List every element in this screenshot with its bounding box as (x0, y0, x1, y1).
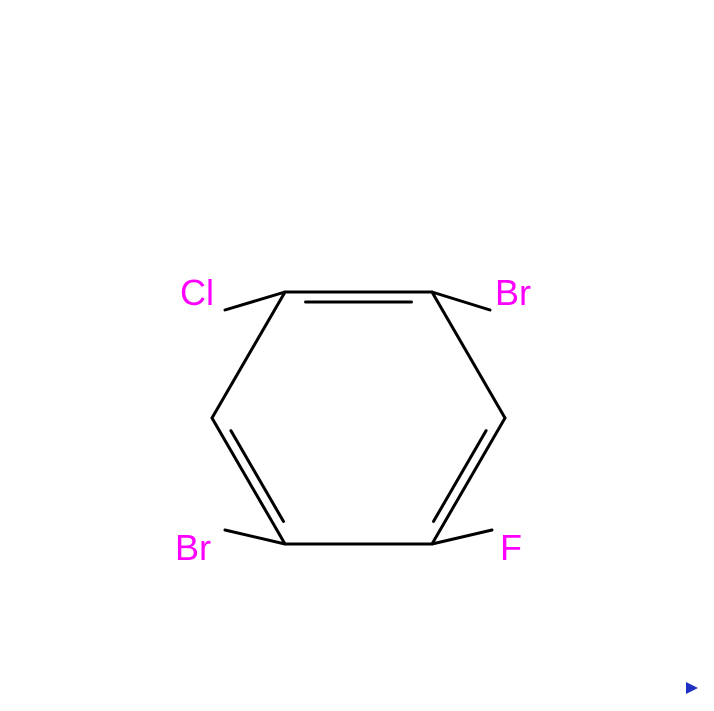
atom-labels: Cl Br F Br (175, 272, 531, 568)
br-label: Br (175, 527, 211, 568)
corner-marker (686, 682, 698, 694)
f-label: F (500, 527, 522, 568)
play-marker-icon (686, 682, 698, 694)
br-label: Br (495, 272, 531, 313)
substituent-bonds (225, 292, 492, 544)
molecule-canvas: Cl Br F Br (0, 0, 714, 711)
cl-label: Cl (180, 272, 214, 313)
bonds-group (212, 292, 505, 544)
